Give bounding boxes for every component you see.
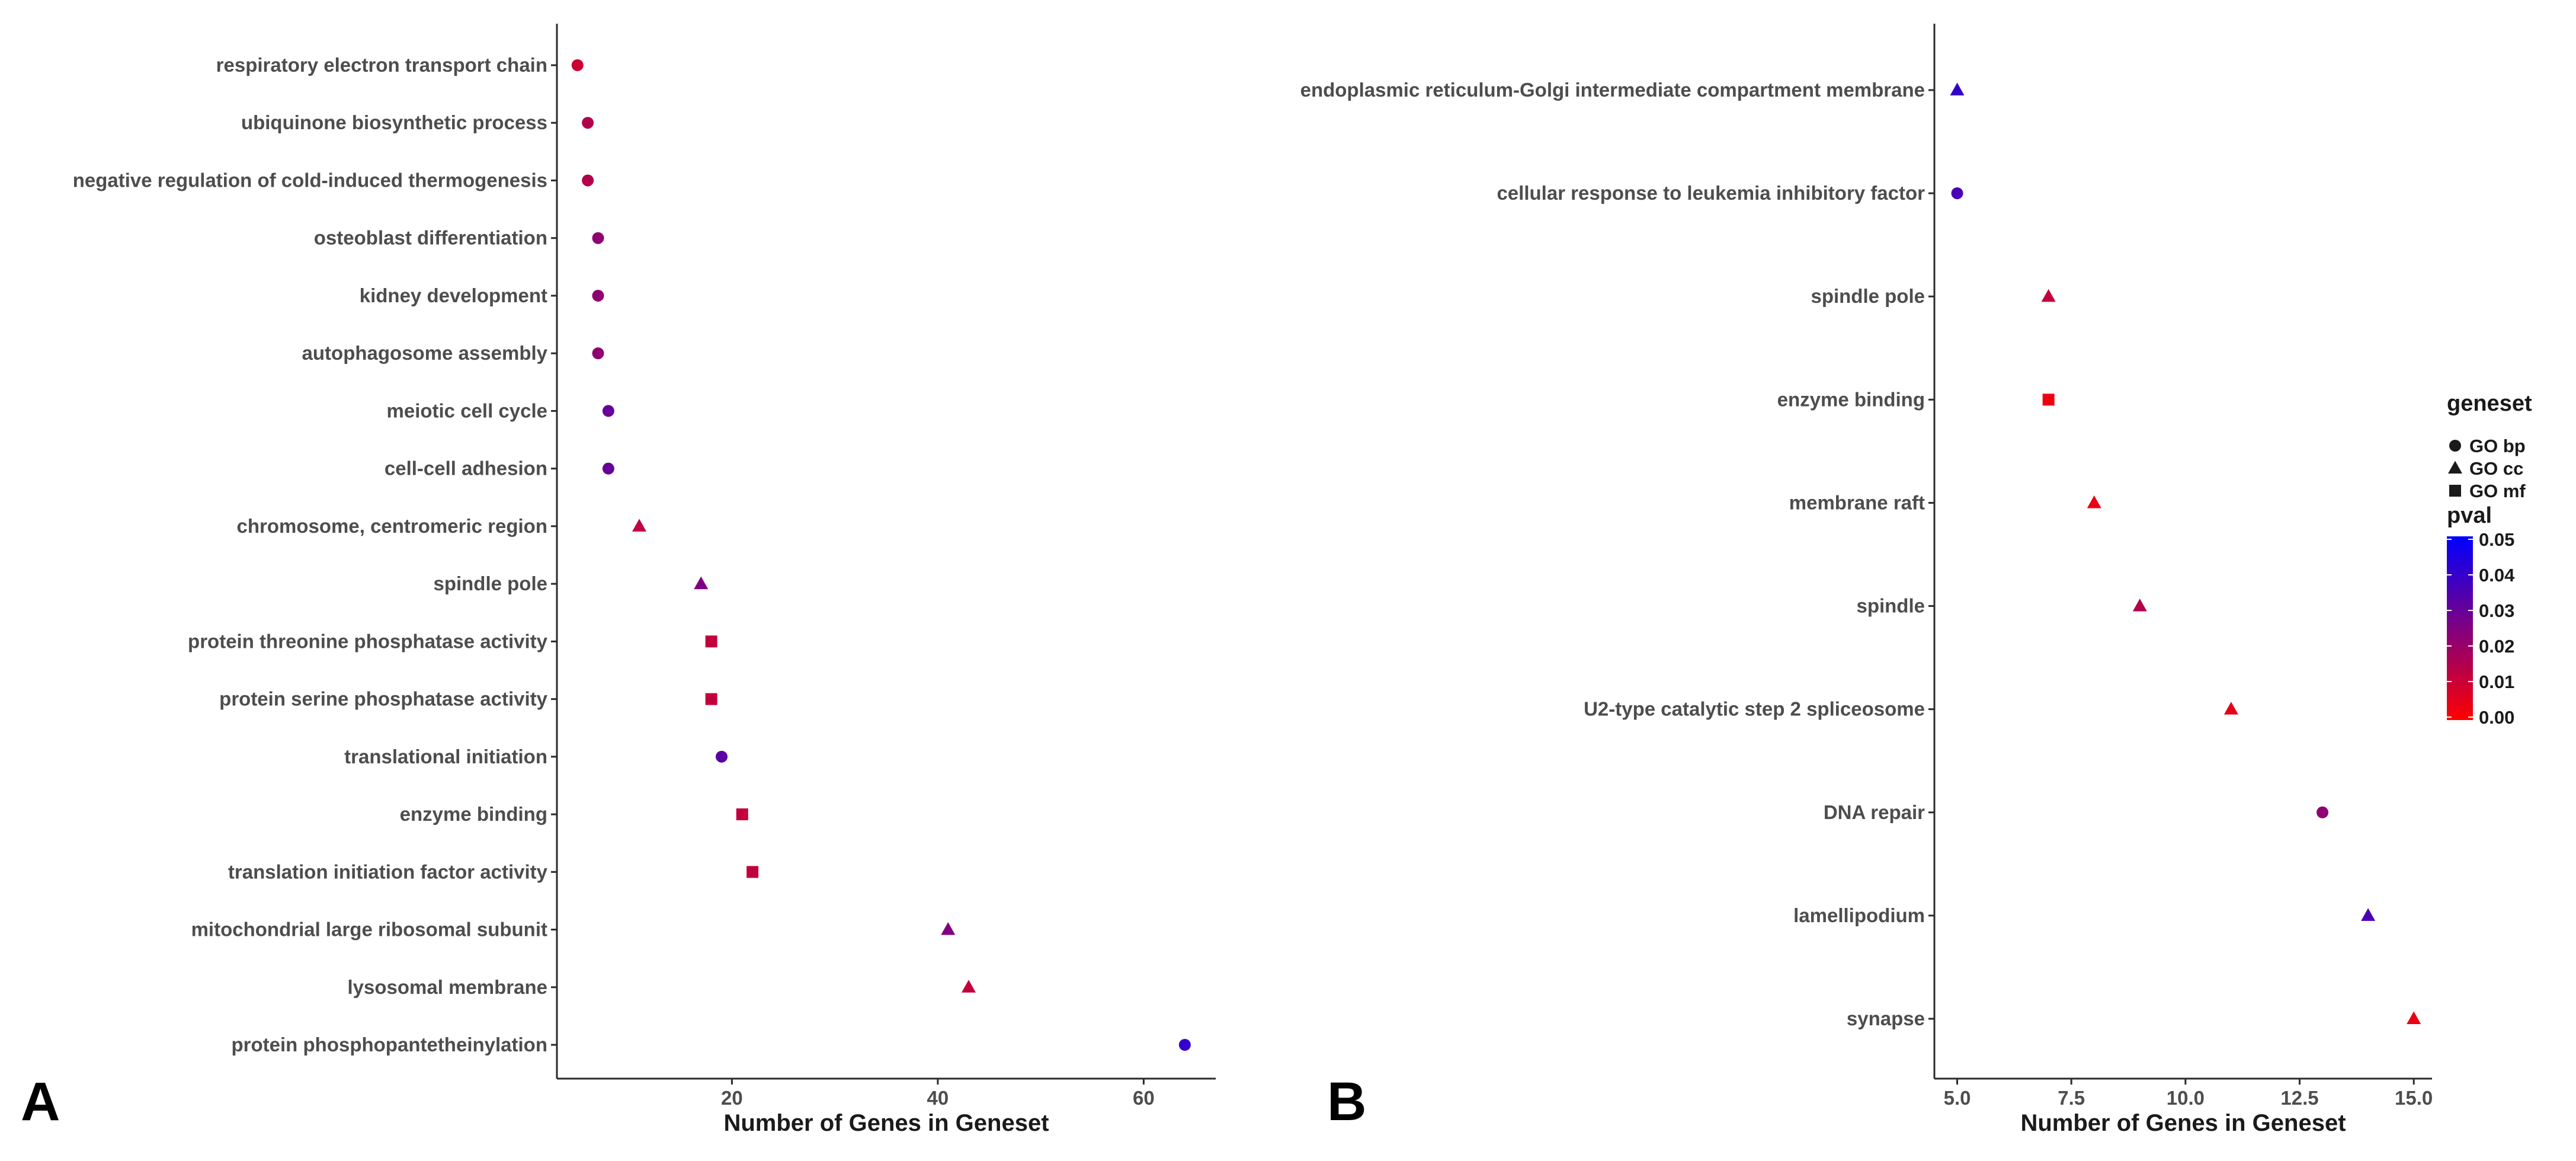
- panel-a-point-translation-initiation-factor-activity: [746, 866, 759, 878]
- panel-a-category-label-ubiquinone-biosynthetic-process: ubiquinone biosynthetic process: [241, 111, 547, 133]
- legend-colorbar-label: 0.01: [2479, 671, 2514, 692]
- panel-a-point-osteoblast-differentiation: [592, 232, 604, 244]
- panel-a-x-tick-label: 40: [927, 1087, 949, 1109]
- panel-b-x-tick-label: 12.5: [2280, 1087, 2318, 1109]
- legend-colorbar-label: 0.05: [2479, 529, 2514, 550]
- panel-b-point-endoplasmic-reticulum-golgi-intermediate-compartment-membrane: [1950, 82, 1965, 95]
- panel-b-category-label-membrane-raft: membrane raft: [1789, 491, 1925, 513]
- panel-b-point-cellular-response-to-leukemia-inhibitory-factor: [1951, 187, 1963, 200]
- panel-b-point-lamellipodium: [2361, 908, 2376, 921]
- panel-b-x-axis-title: Number of Genes in Geneset: [2020, 1110, 2346, 1136]
- panel-a-category-label-osteoblast-differentiation: osteoblast differentiation: [314, 227, 547, 249]
- panel-a-category-label-enzyme-binding: enzyme binding: [400, 803, 547, 825]
- panel-b-point-spindle-pole: [2041, 289, 2056, 302]
- panel-a-point-chromosome-centromeric-region: [632, 519, 646, 532]
- panel-a-x-tick-label: 20: [721, 1087, 743, 1109]
- panel-a-chart: respiratory electron transport chain ubiq…: [21, 24, 1216, 1136]
- panel-b-category-label-enzyme-binding: enzyme binding: [1777, 388, 1925, 410]
- panel-b-category-label-cellular-response-to-leukemia-inhibitory-factor: cellular response to leukemia inhibitory…: [1497, 182, 1925, 204]
- panel-a-category-label-translation-initiation-factor-activity: translation initiation factor activity: [228, 861, 548, 882]
- panel-a-category-label-autophagosome-assembly: autophagosome assembly: [302, 342, 548, 364]
- panel-a-point-negative-regulation-of-cold-induced-thermogenesis: [582, 174, 594, 187]
- legend-go-bp-icon: [2449, 440, 2461, 452]
- panel-b-x-tick-label: 15.0: [2395, 1087, 2433, 1109]
- panel-a-point-cell-cell-adhesion: [602, 462, 614, 475]
- legend-color-title: pval: [2447, 503, 2492, 528]
- panel-a-point-autophagosome-assembly: [592, 347, 604, 360]
- panel-a-point-translational-initiation: [716, 750, 728, 763]
- panel-b-point-u2-type-catalytic-step-2-spliceosome: [2223, 702, 2238, 715]
- panel-a-category-label-negative-regulation-of-cold-induced-thermogenesis: negative regulation of cold-induced ther…: [73, 169, 547, 191]
- panel-a-category-label-meiotic-cell-cycle: meiotic cell cycle: [387, 399, 548, 421]
- panel-b-point-membrane-raft: [2087, 495, 2101, 508]
- legend-go-cc-icon: [2448, 460, 2462, 474]
- panel-a-category-label-lysosomal-membrane: lysosomal membrane: [348, 976, 547, 998]
- panel-a-category-label-respiratory-electron-transport-chain: respiratory electron transport chain: [216, 54, 547, 76]
- panel-a-category-label-translational-initiation: translational initiation: [344, 746, 547, 767]
- panel-a-point-enzyme-binding: [736, 808, 748, 821]
- legend-colorbar-label: 0.02: [2479, 636, 2514, 657]
- legend-label-go-bp: GO bp: [2469, 436, 2526, 456]
- panel-b-point-enzyme-binding: [2042, 394, 2055, 406]
- panel-a-point-protein-phosphopantetheinylation: [1178, 1039, 1191, 1051]
- panel-b-category-label-endoplasmic-reticulum-golgi-intermediate-compartment-membrane: endoplasmic reticulum-Golgi intermediate…: [1300, 79, 1925, 101]
- legend-shape-title: geneset: [2447, 391, 2532, 416]
- panel-b-category-label-u2-type-catalytic-step-2-spliceosome: U2-type catalytic step 2 spliceosome: [1584, 698, 1925, 720]
- panel-a-point-spindle-pole: [694, 576, 709, 590]
- panel-a-point-meiotic-cell-cycle: [602, 405, 614, 417]
- panel-a-point-lysosomal-membrane: [962, 980, 976, 993]
- panel-a-category-label-mitochondrial-large-ribosomal-subunit: mitochondrial large ribosomal subunit: [191, 919, 547, 941]
- legend-go-mf-icon: [2449, 485, 2461, 497]
- legend-colorbar-label: 0.03: [2479, 600, 2514, 621]
- panel-a-category-label-protein-serine-phosphatase-activity: protein serine phosphatase activity: [219, 688, 547, 710]
- legend-colorbar: [2447, 536, 2473, 720]
- panel-b-category-label-dna-repair: DNA repair: [1824, 801, 1925, 823]
- panel-b-letter: B: [1327, 1072, 1366, 1132]
- panel-a-x-tick-label: 60: [1133, 1087, 1155, 1109]
- panel-a-point-ubiquinone-biosynthetic-process: [582, 117, 594, 129]
- panel-b-category-label-spindle-pole: spindle pole: [1811, 285, 1925, 307]
- panel-a-category-label-chromosome-centromeric-region: chromosome, centromeric region: [237, 515, 547, 537]
- panel-a-point-mitochondrial-large-ribosomal-subunit: [941, 922, 956, 935]
- panel-a-category-label-cell-cell-adhesion: cell-cell adhesion: [385, 458, 547, 479]
- panel-a-category-label-protein-phosphopantetheinylation: protein phosphopantetheinylation: [232, 1034, 547, 1056]
- panel-a-category-label-protein-threonine-phosphatase-activity: protein threonine phosphatase activity: [188, 630, 548, 652]
- panel-a-point-protein-threonine-phosphatase-activity: [705, 635, 717, 648]
- panel-b-x-tick-label: 10.0: [2167, 1087, 2205, 1109]
- panel-a-x-axis-title: Number of Genes in Geneset: [723, 1110, 1049, 1136]
- panel-b-category-label-synapse: synapse: [1847, 1008, 1925, 1029]
- legend-label-go-mf: GO mf: [2469, 481, 2526, 501]
- panel-b-x-tick-label: 7.5: [2058, 1087, 2085, 1109]
- panel-a-point-protein-serine-phosphatase-activity: [705, 693, 717, 705]
- panel-b-category-label-spindle: spindle: [1856, 595, 1925, 617]
- panel-b-point-dna-repair: [2317, 806, 2329, 818]
- panel-b-x-tick-label: 5.0: [1944, 1087, 1971, 1109]
- panel-b-category-label-lamellipodium: lamellipodium: [1793, 904, 1925, 926]
- panel-a-category-label-kidney-development: kidney development: [360, 284, 547, 306]
- panel-b-chart: endoplasmic reticulum-Golgi intermediate…: [1300, 24, 2433, 1136]
- legend-colorbar-label: 0.00: [2479, 707, 2514, 728]
- legend-colorbar-label: 0.04: [2479, 565, 2515, 586]
- legend-label-go-cc: GO cc: [2469, 458, 2523, 479]
- panel-a-category-label-spindle-pole: spindle pole: [433, 572, 547, 594]
- panel-a-point-respiratory-electron-transport-chain: [571, 59, 584, 71]
- panel-b-point-synapse: [2407, 1011, 2421, 1024]
- panel-b-point-spindle: [2132, 599, 2147, 612]
- panel-a-point-kidney-development: [592, 289, 604, 302]
- panel-a-letter: A: [21, 1072, 60, 1132]
